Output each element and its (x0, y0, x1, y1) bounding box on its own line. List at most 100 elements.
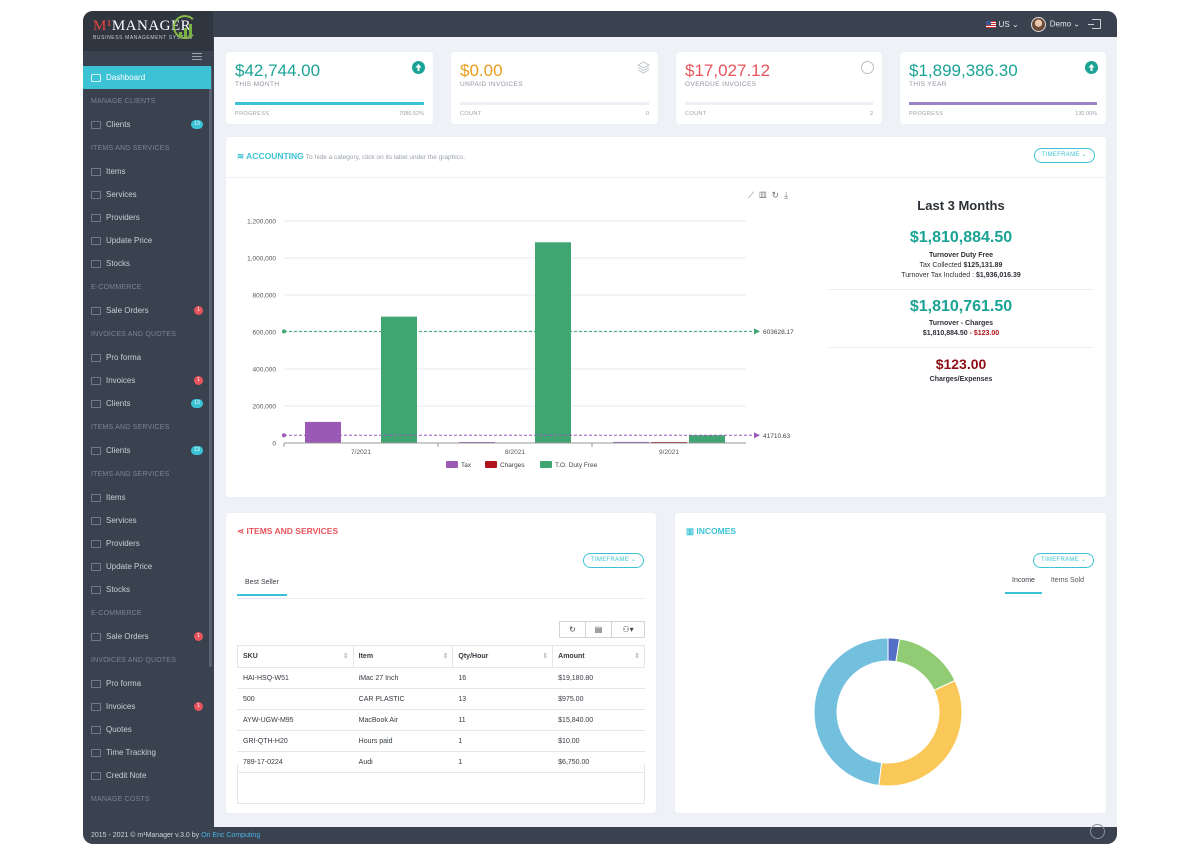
donut-slice-4[interactable] (813, 637, 889, 786)
legend-label: Charges (500, 462, 525, 469)
sidebar-scrollbar[interactable] (209, 67, 212, 667)
topbar: M¹MANAGER BUSINESS MANAGEMENT SYSTEM US … (83, 11, 1117, 51)
sidebar-item-services[interactable]: Services (83, 509, 211, 532)
sidebar-item-stocks[interactable]: Stocks (83, 252, 211, 275)
user-name: Demo (1049, 19, 1072, 29)
table-row[interactable]: 500 CAR PLASTIC 13 $975.00 (237, 688, 645, 710)
sidebar-item-update-price[interactable]: Update Price (83, 229, 211, 252)
layers-icon (637, 61, 650, 74)
sidebar-item-providers[interactable]: Providers (83, 532, 211, 555)
accounting-timeframe-button[interactable]: TIMEFRAME ⌄ (1033, 148, 1095, 163)
table-cell: $975.00 (552, 688, 645, 710)
column-header[interactable]: Item (352, 645, 454, 668)
sidebar-item-invoices[interactable]: Invoices 1 (83, 695, 211, 718)
toggle-view-icon[interactable]: ▤ (585, 621, 611, 638)
refresh-icon[interactable]: ↻ (771, 190, 785, 200)
tab-items-sold[interactable]: Items Sold (1050, 577, 1084, 584)
donut-slice-3[interactable] (878, 679, 963, 787)
table-scroll-area[interactable] (237, 764, 645, 804)
table-cell: AYW-UGW-M95 (237, 709, 354, 731)
refresh-icon[interactable]: ↻ (559, 621, 585, 638)
table-row[interactable]: HAI-HSQ-W51 iMac 27 Inch 16 $19,180.80 (237, 667, 645, 689)
arrow-up-circle-icon (1085, 61, 1098, 74)
language-selector[interactable]: US ⌄ (985, 20, 1019, 29)
chart-toolbox[interactable]: ⟋▥↻⤓ (748, 190, 793, 201)
sidebar-item-sale-orders[interactable]: Sale Orders 1 (83, 299, 211, 322)
stat-foot-label: PROGRESS (235, 111, 270, 117)
column-header[interactable]: Amount (552, 645, 645, 668)
sidebar-item-label: Clients (106, 446, 131, 455)
sidebar-item-time-tracking[interactable]: Time Tracking (83, 741, 211, 764)
legend-swatch (540, 461, 552, 468)
sidebar-item-update-price[interactable]: Update Price (83, 555, 211, 578)
sidebar-item-clients[interactable]: Clients 13 (83, 439, 211, 462)
stat-foot-value: 130.00% (1075, 111, 1097, 117)
sidebar-item-label: Stocks (106, 259, 131, 268)
sidebar-item-credit-note[interactable]: Credit Note (83, 764, 211, 787)
items-icon (91, 493, 101, 502)
tab-best-seller[interactable]: Best Seller (237, 579, 287, 596)
table-row[interactable]: GRI-QTH-H20 Hours paid 1 $10.00 (237, 730, 645, 752)
column-header[interactable]: Qty/Hour (452, 645, 554, 668)
sidebar-item-label: Credit Note (106, 771, 147, 780)
table-cell: $15,840.00 (552, 709, 645, 731)
table-cell: Hours paid (352, 730, 453, 752)
sidebar-item-label: Pro forma (106, 679, 142, 688)
download-icon[interactable]: ⤓ (784, 190, 794, 200)
items-icon (91, 167, 101, 176)
footer: 2015 - 2021 © m¹Manager v.3.0 by Ori Eri… (83, 824, 1117, 844)
sidebar-item-invoices[interactable]: Invoices 1 (83, 369, 211, 392)
sidebar-item-stocks[interactable]: Stocks (83, 578, 211, 601)
menu-toggle-icon[interactable] (192, 53, 202, 60)
stocks-icon (91, 259, 101, 268)
x-tick-label: 7/2021 (351, 449, 371, 456)
gauge-icon (861, 61, 874, 74)
sidebar-item-pro-forma[interactable]: Pro forma (83, 672, 211, 695)
progress-bar (909, 102, 1097, 105)
brand-logo[interactable]: M¹MANAGER BUSINESS MANAGEMENT SYSTEM (83, 11, 213, 51)
sidebar-item-dashboard[interactable]: Dashboard (83, 66, 211, 89)
table-cell: iMac 27 Inch (352, 667, 453, 689)
donut-slice-2[interactable] (895, 638, 956, 691)
table-row[interactable]: 789-17-0224 Audi 1 $6,750.00 (237, 751, 645, 773)
bar-t-o-duty-free (689, 435, 725, 443)
y-tick-label: 1,000,000 (247, 256, 276, 263)
sidebar-item-quotes[interactable]: Quotes (83, 718, 211, 741)
progress-bar (685, 102, 873, 105)
logout-icon[interactable] (1088, 19, 1101, 29)
logo-text: MANAGER (111, 18, 192, 34)
items-timeframe-button[interactable]: TIMEFRAME ⌄ (583, 553, 645, 568)
sidebar-item-label: Pro forma (106, 353, 142, 362)
tab-income[interactable]: Income (1005, 577, 1042, 594)
sidebar-item-clients[interactable]: Clients 13 (83, 113, 211, 136)
sidebar-item-pro-forma[interactable]: Pro forma (83, 346, 211, 369)
user-menu[interactable]: Demo ⌄ (1030, 16, 1080, 32)
sidebar-item-clients[interactable]: Clients 13 (83, 392, 211, 415)
incomes-timeframe-button[interactable]: TIMEFRAME ⌄ (1033, 553, 1095, 568)
legend-label: T.O. Duty Free (555, 462, 598, 469)
divider (829, 347, 1093, 348)
sidebar-section-heading: E-COMMERCE (91, 609, 142, 617)
last-3-months-summary: Last 3 Months $1,810,884.50 Turnover Dut… (823, 188, 1099, 385)
sidebar-item-services[interactable]: Services (83, 183, 211, 206)
sidebar-item-providers[interactable]: Providers (83, 206, 211, 229)
bar-chart-icon[interactable]: ▥ (759, 190, 772, 200)
sidebar-item-items[interactable]: Items (83, 160, 211, 183)
columns-dropdown-icon[interactable]: ⚇▾ (611, 621, 645, 638)
sidebar-item-sale-orders[interactable]: Sale Orders 1 (83, 625, 211, 648)
footer-link[interactable]: Ori Eric Computing (201, 832, 261, 839)
bar-t-o-duty-free (381, 316, 417, 443)
table-row[interactable]: AYW-UGW-M95 MacBook Air 11 $15,840.00 (237, 709, 645, 731)
layers-icon: ≋ (237, 151, 245, 161)
legend-label: Tax (461, 462, 472, 469)
stat-foot-label: COUNT (685, 111, 707, 117)
column-header[interactable]: SKU (237, 645, 354, 668)
sidebar-item-items[interactable]: Items (83, 486, 211, 509)
sidebar-item-label: Dashboard (106, 73, 146, 82)
footer-text: 2015 - 2021 © m¹Manager v.3.0 by (91, 832, 202, 839)
scroll-to-top-icon[interactable] (1090, 824, 1105, 839)
invoices-icon (91, 702, 101, 711)
sidebar-section-heading: E-COMMERCE (91, 283, 142, 291)
line-chart-icon[interactable]: ⟋ (748, 190, 760, 200)
y-tick-label: 400,000 (253, 367, 277, 374)
